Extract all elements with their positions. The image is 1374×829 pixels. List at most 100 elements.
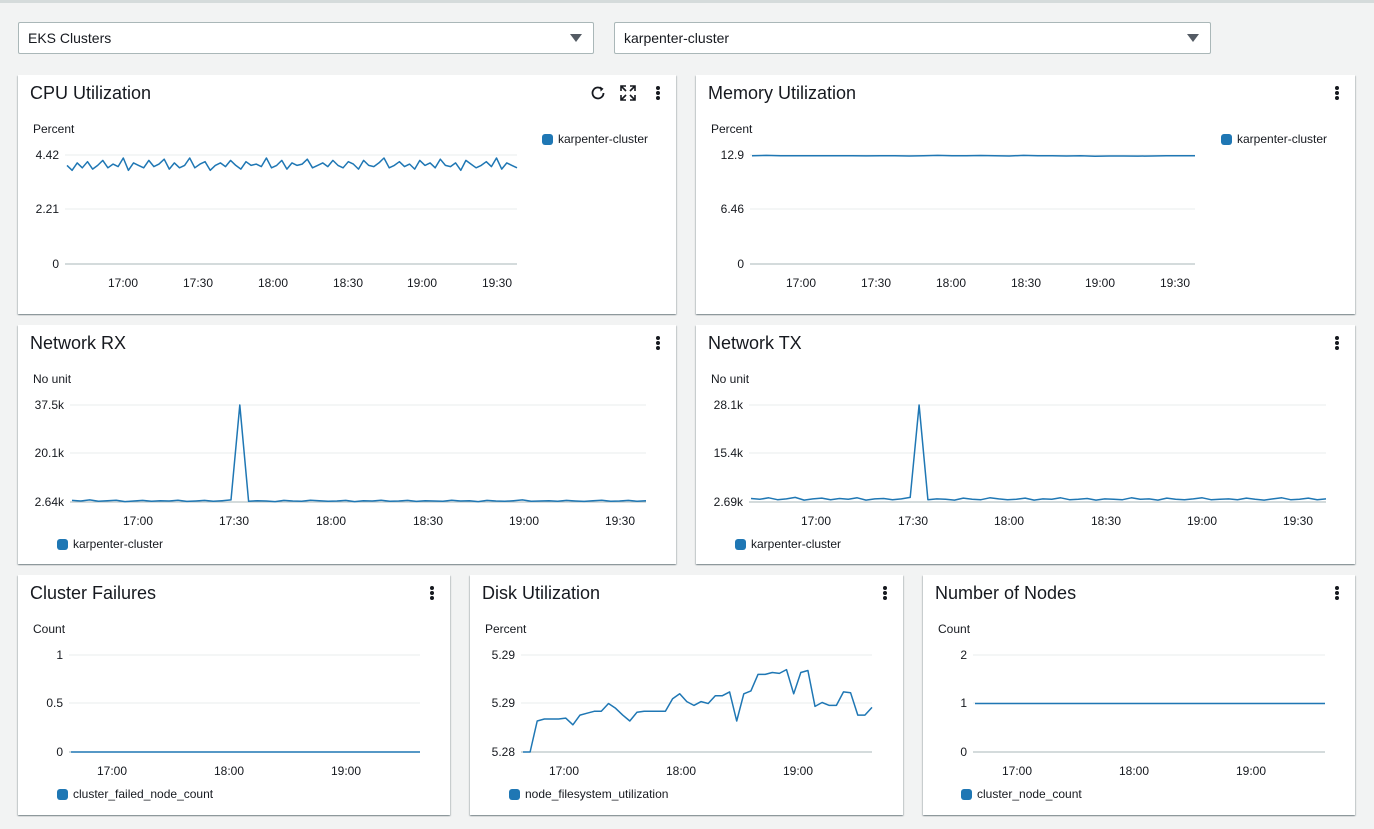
legend-label: cluster_node_count xyxy=(977,787,1082,801)
widget-cpu: CPU Utilization Percent 4.42 2.21 0 17:00 17:3… xyxy=(18,75,676,314)
y-tick-label: 1 xyxy=(56,648,63,662)
cluster-select-value: karpenter-cluster xyxy=(624,30,730,46)
legend-item[interactable]: karpenter-cluster xyxy=(735,537,841,551)
legend-swatch xyxy=(542,133,553,145)
legend-item[interactable]: cluster_failed_node_count xyxy=(57,787,213,801)
x-tick-label: 18:30 xyxy=(1010,276,1042,290)
chevron-down-icon xyxy=(1187,34,1199,42)
y-tick-label: 5.28 xyxy=(491,745,515,759)
legend-label: karpenter-cluster xyxy=(751,537,842,551)
line-chart xyxy=(973,654,1325,753)
widget-title: Cluster Failures xyxy=(30,583,157,603)
y-tick-label: 2 xyxy=(960,648,967,662)
y-axis-unit: Count xyxy=(33,622,66,636)
legend-swatch xyxy=(961,788,972,800)
x-tick-label: 19:30 xyxy=(604,514,636,528)
service-select[interactable]: EKS Clusters xyxy=(18,22,594,54)
x-tick-label: 18:30 xyxy=(1090,514,1122,528)
x-tick-label: 18:00 xyxy=(213,764,245,778)
y-axis-unit: Count xyxy=(938,622,971,636)
y-tick-label: 0 xyxy=(737,257,744,271)
x-tick-label: 19:00 xyxy=(1235,764,1267,778)
x-tick-label: 17:00 xyxy=(107,276,139,290)
line-chart xyxy=(70,404,647,503)
y-axis-unit: No unit xyxy=(33,372,72,386)
more-vertical-icon[interactable] xyxy=(883,585,887,601)
x-tick-label: 17:00 xyxy=(1001,764,1033,778)
cluster-select[interactable]: karpenter-cluster xyxy=(614,22,1211,54)
y-tick-label: 0 xyxy=(52,257,59,271)
x-tick-label: 17:00 xyxy=(785,276,817,290)
legend-item[interactable]: karpenter-cluster xyxy=(1221,132,1327,146)
series-line xyxy=(71,404,647,503)
y-tick-label: 28.1k xyxy=(713,398,743,412)
x-tick-label: 18:30 xyxy=(412,514,444,528)
legend-label: karpenter-cluster xyxy=(558,132,649,146)
y-tick-label: 5.29 xyxy=(491,696,515,710)
more-vertical-icon[interactable] xyxy=(1335,85,1339,101)
x-tick-label: 17:00 xyxy=(96,764,128,778)
x-tick-label: 19:30 xyxy=(481,276,513,290)
x-tick-label: 19:00 xyxy=(508,514,540,528)
expand-icon[interactable] xyxy=(619,84,637,102)
more-vertical-icon[interactable] xyxy=(656,335,660,351)
x-tick-label: 19:30 xyxy=(1282,514,1314,528)
legend-swatch xyxy=(57,788,68,800)
more-vertical-icon[interactable] xyxy=(1335,585,1339,601)
x-tick-label: 18:00 xyxy=(1118,764,1150,778)
widget-nodes: Number of Nodes Count 2 1 0 17:00 18:00 19:00 cl… xyxy=(923,575,1355,815)
widget-title: Memory Utilization xyxy=(708,83,857,103)
more-vertical-icon[interactable] xyxy=(430,585,434,601)
y-tick-label: 0 xyxy=(960,745,967,759)
x-tick-label: 17:30 xyxy=(897,514,929,528)
series-line xyxy=(750,404,1327,501)
x-tick-label: 19:30 xyxy=(1159,276,1191,290)
line-chart xyxy=(749,404,1327,503)
x-tick-label: 18:30 xyxy=(332,276,364,290)
y-axis-unit: Percent xyxy=(711,122,753,136)
line-chart xyxy=(65,154,518,265)
y-axis-unit: No unit xyxy=(711,372,750,386)
legend-item[interactable]: node_filesystem_utilization xyxy=(509,787,668,801)
x-tick-label: 17:00 xyxy=(800,514,832,528)
legend-label: cluster_failed_node_count xyxy=(73,787,214,801)
x-tick-label: 19:00 xyxy=(406,276,438,290)
legend-item[interactable]: karpenter-cluster xyxy=(542,132,648,146)
y-tick-label: 0 xyxy=(56,745,63,759)
widget-failures: Cluster Failures Count 1 0.5 0 17:00 18:00 19:0… xyxy=(18,575,450,815)
service-select-value: EKS Clusters xyxy=(28,30,112,46)
widget-netrx: Network RX No unit 37.5k 20.1k 2.64k 17:00 17:… xyxy=(18,325,676,564)
chevron-down-icon xyxy=(570,34,582,42)
y-tick-label: 2.69k xyxy=(713,495,743,509)
top-border xyxy=(0,0,1374,3)
widget-nettx: Network TX No unit 28.1k 15.4k 2.69k 17:00 17:… xyxy=(696,325,1355,564)
refresh-icon[interactable] xyxy=(589,84,607,102)
x-tick-label: 19:00 xyxy=(1186,514,1218,528)
widget-disk: Disk Utilization Percent 5.29 5.29 5.28 17:00… xyxy=(470,575,903,815)
y-tick-label: 6.46 xyxy=(720,202,744,216)
legend-swatch xyxy=(509,788,520,800)
x-tick-label: 19:00 xyxy=(1084,276,1116,290)
widget-memory: Memory Utilization Percent 12.9 6.46 0 17:00 1… xyxy=(696,75,1355,314)
y-tick-label: 37.5k xyxy=(34,398,64,412)
y-tick-label: 15.4k xyxy=(713,446,743,460)
widget-title: Disk Utilization xyxy=(482,583,601,603)
y-tick-label: 5.29 xyxy=(491,648,515,662)
x-tick-label: 18:00 xyxy=(993,514,1025,528)
y-tick-label: 4.42 xyxy=(35,148,59,162)
more-vertical-icon[interactable] xyxy=(656,85,660,101)
x-tick-label: 17:30 xyxy=(218,514,250,528)
widget-title: CPU Utilization xyxy=(30,83,152,103)
y-axis-unit: Percent xyxy=(485,622,527,636)
x-tick-label: 19:00 xyxy=(330,764,362,778)
more-vertical-icon[interactable] xyxy=(1335,335,1339,351)
x-tick-label: 19:00 xyxy=(782,764,814,778)
legend-item[interactable]: cluster_node_count xyxy=(961,787,1082,801)
x-tick-label: 17:00 xyxy=(122,514,154,528)
y-axis-unit: Percent xyxy=(33,122,75,136)
line-chart xyxy=(69,654,420,753)
series-line xyxy=(751,154,1195,157)
y-tick-label: 2.64k xyxy=(34,495,64,509)
legend-item[interactable]: karpenter-cluster xyxy=(57,537,163,551)
y-tick-label: 0.5 xyxy=(46,696,63,710)
